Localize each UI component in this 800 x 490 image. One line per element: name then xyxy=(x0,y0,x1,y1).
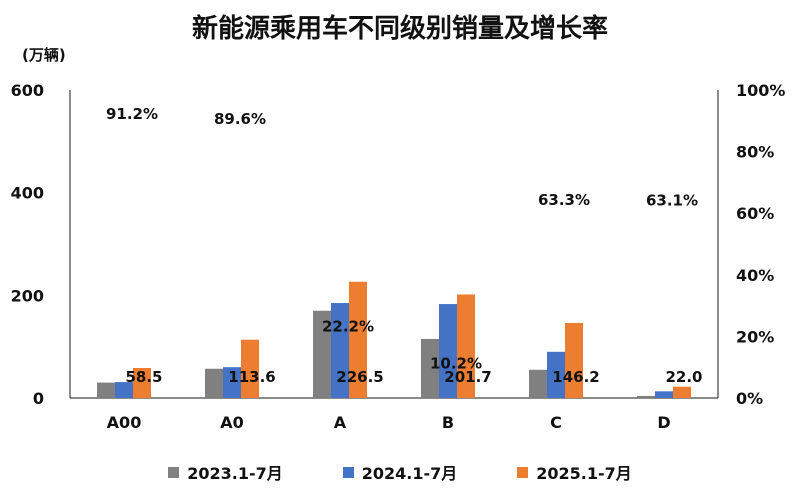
bar xyxy=(655,391,673,398)
chart-legend: 2023.1-7月 2024.1-7月 2025.1-7月 xyxy=(0,460,800,484)
legend-swatch-2024 xyxy=(343,467,354,478)
legend-swatch-2023 xyxy=(168,467,179,478)
growth-rate-label: 10.2% xyxy=(430,355,482,373)
legend-swatch-2025 xyxy=(517,467,528,478)
x-tick-label: A xyxy=(334,413,347,432)
x-tick-label: B xyxy=(442,413,454,432)
left-tick-label: 400 xyxy=(11,184,44,203)
growth-rate-label: 63.1% xyxy=(646,192,698,210)
bar xyxy=(529,370,547,398)
bar-data-label: 58.5 xyxy=(125,368,162,386)
right-tick-label: 100% xyxy=(736,81,785,100)
right-tick-label: 60% xyxy=(736,204,774,223)
growth-rate-label: 89.6% xyxy=(214,110,266,128)
left-tick-label: 600 xyxy=(11,81,44,100)
bar-data-label: 113.6 xyxy=(228,368,275,386)
legend-label-2024: 2024.1-7月 xyxy=(362,460,458,484)
bar-data-label: 146.2 xyxy=(552,368,599,386)
legend-item-2023: 2023.1-7月 xyxy=(168,460,283,484)
growth-rate-label: 22.2% xyxy=(322,318,374,336)
legend-item-2024: 2024.1-7月 xyxy=(343,460,458,484)
x-tick-label: C xyxy=(550,413,562,432)
legend-label-2025: 2025.1-7月 xyxy=(536,460,632,484)
right-tick-label: 20% xyxy=(736,327,774,346)
x-tick-label: A0 xyxy=(220,413,244,432)
right-tick-label: 0% xyxy=(736,389,763,408)
right-tick-label: 80% xyxy=(736,143,774,162)
bar xyxy=(637,396,655,398)
legend-item-2025: 2025.1-7月 xyxy=(517,460,632,484)
chart-plot: 0 200 400 600 0% 20% 40% 60% 80% 100% A00 58.5 91.2%… xyxy=(0,0,800,460)
growth-rate-label: 91.2% xyxy=(106,105,158,123)
legend-label-2023: 2023.1-7月 xyxy=(187,460,283,484)
left-tick-label: 0 xyxy=(33,389,44,408)
growth-rate-label: 63.3% xyxy=(538,191,590,209)
x-tick-label: A00 xyxy=(107,413,142,432)
bar xyxy=(565,323,583,398)
right-tick-label: 40% xyxy=(736,266,774,285)
bar xyxy=(205,369,223,398)
x-tick-label: D xyxy=(657,413,670,432)
left-tick-label: 200 xyxy=(11,286,44,305)
bar-data-label: 226.5 xyxy=(336,368,383,386)
bar xyxy=(673,387,691,398)
bar-data-label: 22.0 xyxy=(665,368,702,386)
bar xyxy=(97,383,115,398)
